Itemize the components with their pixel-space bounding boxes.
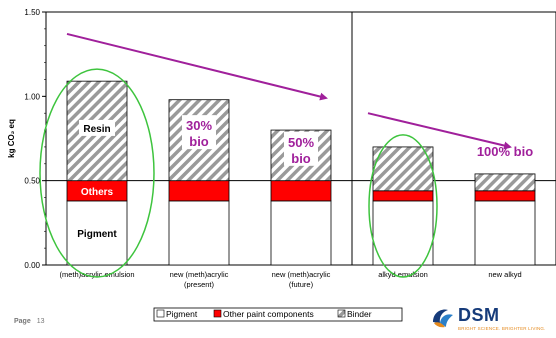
category-label: new (meth)acrylic (present) <box>170 270 229 289</box>
bar-binder <box>474 173 536 192</box>
legend-swatch <box>156 309 165 318</box>
legend-entry: Pigment <box>166 309 198 319</box>
bio-label-bg <box>182 115 216 150</box>
y-tick-label: 0.00 <box>24 261 40 270</box>
bio-label-line: bio <box>291 151 311 166</box>
y-tick-label: 1.50 <box>24 8 40 17</box>
category-label-line: (present) <box>184 280 215 289</box>
category-label: new alkyd <box>488 270 521 279</box>
bar-pigment <box>474 200 536 266</box>
bar-other <box>168 180 230 202</box>
category-label: alkyd emulsion <box>378 270 428 279</box>
segment-label-others: Others <box>81 187 114 198</box>
bio-label: 100% bio <box>477 144 533 159</box>
highlight-circle <box>39 68 155 278</box>
dsm-logo-icon <box>433 309 453 328</box>
segment-label-resin: Resin <box>83 124 110 135</box>
category-label: (meth)acrylic emulsion <box>59 270 134 279</box>
category-label: new (meth)acrylic (future) <box>272 270 331 289</box>
bar-other <box>474 190 536 202</box>
logo-text: DSM <box>458 305 500 325</box>
y-axis-label: kg CO₂ eq <box>7 119 16 158</box>
trend-arrow <box>66 32 328 101</box>
bio-label-line: 30% <box>186 118 212 133</box>
category-label-line: alkyd emulsion <box>378 270 428 279</box>
bar-binder <box>372 146 434 192</box>
dsm-logo: DSM BRIGHT SCIENCE. BRIGHTER LIVING. <box>430 302 550 336</box>
bio-label: 30% bio <box>186 118 212 149</box>
page-footer: Page 13 <box>14 318 45 325</box>
category-label-line: (meth)acrylic emulsion <box>59 270 134 279</box>
logo-tagline: BRIGHT SCIENCE. BRIGHTER LIVING. <box>458 326 546 331</box>
category-label-line: new (meth)acrylic <box>272 270 331 279</box>
bar-pigment <box>270 200 332 266</box>
bio-label: 50% bio <box>288 135 314 166</box>
legend: Pigment Other paint components Binder <box>153 307 403 322</box>
legend-entry: Other paint components <box>223 309 314 319</box>
plot-area: 0.00 0.50 1.00 1.50 kg CO₂ eq (meth)acrylic e… <box>7 8 556 289</box>
legend-swatch <box>337 309 346 318</box>
bar-other <box>270 180 332 202</box>
segment-label-pigment: Pigment <box>77 229 117 240</box>
bar-other <box>372 190 434 202</box>
highlight-circle <box>368 134 438 278</box>
trend-arrow <box>367 112 512 150</box>
segment-label-resin-bg <box>79 119 115 136</box>
legend-entry: Binder <box>347 309 372 319</box>
bar-pigment <box>66 200 128 266</box>
page-number: 13 <box>36 318 45 325</box>
legend-swatch <box>213 309 222 318</box>
bio-label-line: bio <box>189 134 209 149</box>
category-label-line: (future) <box>289 280 314 289</box>
category-label-line: new (meth)acrylic <box>170 270 229 279</box>
annotations: 30% bio 50% bio 100% bio <box>39 32 533 278</box>
category-label-line: new alkyd <box>488 270 521 279</box>
y-tick-label: 1.00 <box>24 92 40 101</box>
bar-pigment <box>372 200 434 266</box>
page-label: Page <box>14 318 31 325</box>
bio-label-bg <box>284 131 318 166</box>
bio-label-line: 50% <box>288 135 314 150</box>
y-tick-label: 0.50 <box>24 177 40 186</box>
bar-pigment <box>168 200 230 266</box>
